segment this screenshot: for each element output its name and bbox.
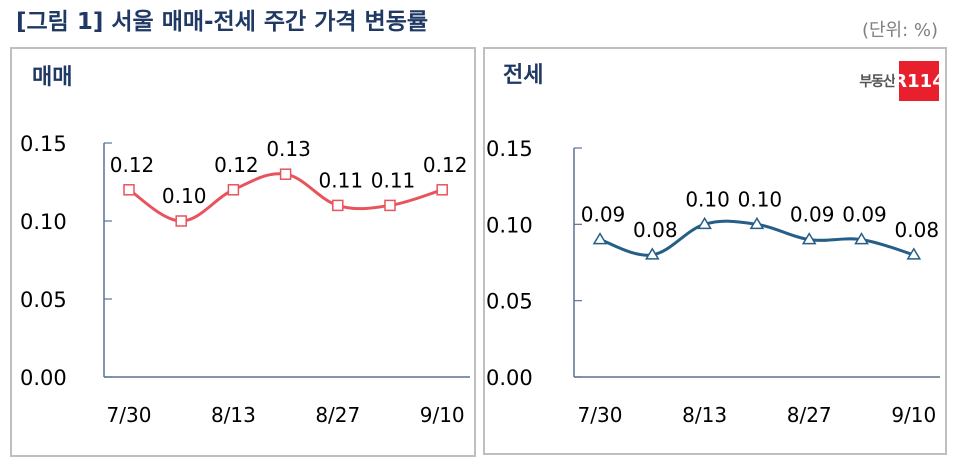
logo-text: 부동산 <box>859 74 896 90</box>
jeonse-chart-panel: 전세 부동산 R114 <box>483 47 947 455</box>
data-label: 0.12 <box>110 153 155 177</box>
data-label: 0.09 <box>581 203 626 227</box>
unit-label: (단위: %) <box>861 20 938 41</box>
y-tick-label: 0.00 <box>20 366 67 390</box>
square-marker-icon <box>384 199 396 212</box>
logo-badge: R114 <box>893 61 945 101</box>
triangle-marker-icon <box>697 216 712 230</box>
data-label: 0.09 <box>790 203 835 227</box>
square-marker-icon <box>332 199 344 212</box>
triangle-marker-icon <box>592 232 608 245</box>
y-tick-label: 0.00 <box>486 366 533 390</box>
data-label: 0.12 <box>423 153 468 177</box>
data-label: 0.10 <box>685 187 730 211</box>
data-label: 0.10 <box>162 184 207 208</box>
y-tick-label: 0.15 <box>486 137 533 161</box>
sale-chart-panel: 매매 <box>10 47 476 457</box>
y-tick-label: 0.05 <box>486 290 533 314</box>
x-tick-label: 8/13 <box>211 403 256 427</box>
y-tick-label: 0.15 <box>20 132 67 156</box>
square-marker-icon <box>279 168 292 180</box>
triangle-marker-icon <box>644 247 660 260</box>
data-label: 0.11 <box>371 168 416 192</box>
y-tick-label: 0.05 <box>20 288 67 312</box>
triangle-marker-icon <box>749 216 765 230</box>
square-marker-icon <box>175 215 187 227</box>
data-label: 0.08 <box>633 218 678 242</box>
data-label: 0.11 <box>319 168 364 192</box>
data-label: 0.10 <box>738 187 783 211</box>
square-marker-icon <box>436 184 448 196</box>
data-label: 0.08 <box>895 218 940 242</box>
jeonse-chart: 0.15 0.10 0.05 0.00 7/30 8/13 8/27 9/10 0.09 0.08… <box>486 137 940 427</box>
x-tick-label: 8/13 <box>682 403 727 427</box>
x-tick-label: 7/30 <box>107 403 152 427</box>
triangle-marker-icon <box>854 232 869 245</box>
jeonse-panel-title: 전세 <box>503 63 544 88</box>
sale-chart: 0.15 0.10 0.05 0.00 7/30 8/13 8/27 9/10 0.12 0.10… <box>20 132 470 427</box>
triangle-marker-icon <box>906 247 922 260</box>
triangle-marker-icon <box>801 232 817 245</box>
x-tick-label: 7/30 <box>578 403 623 427</box>
y-tick-label: 0.10 <box>20 210 67 234</box>
x-tick-label: 9/10 <box>891 403 936 427</box>
sale-panel-title: 매매 <box>32 65 73 90</box>
figure-title: [그림 1] 서울 매매-전세 주간 가격 변동률 <box>16 9 429 35</box>
data-label: 0.12 <box>214 153 259 177</box>
data-label: 0.09 <box>842 203 887 227</box>
square-marker-icon <box>227 184 240 196</box>
y-tick-label: 0.10 <box>486 213 533 237</box>
x-tick-label: 8/27 <box>787 403 832 427</box>
r114-logo: 부동산 R114 <box>859 61 945 101</box>
data-label: 0.13 <box>266 137 311 161</box>
x-tick-label: 9/10 <box>420 403 465 427</box>
square-marker-icon <box>123 184 135 196</box>
x-tick-label: 8/27 <box>315 403 360 427</box>
